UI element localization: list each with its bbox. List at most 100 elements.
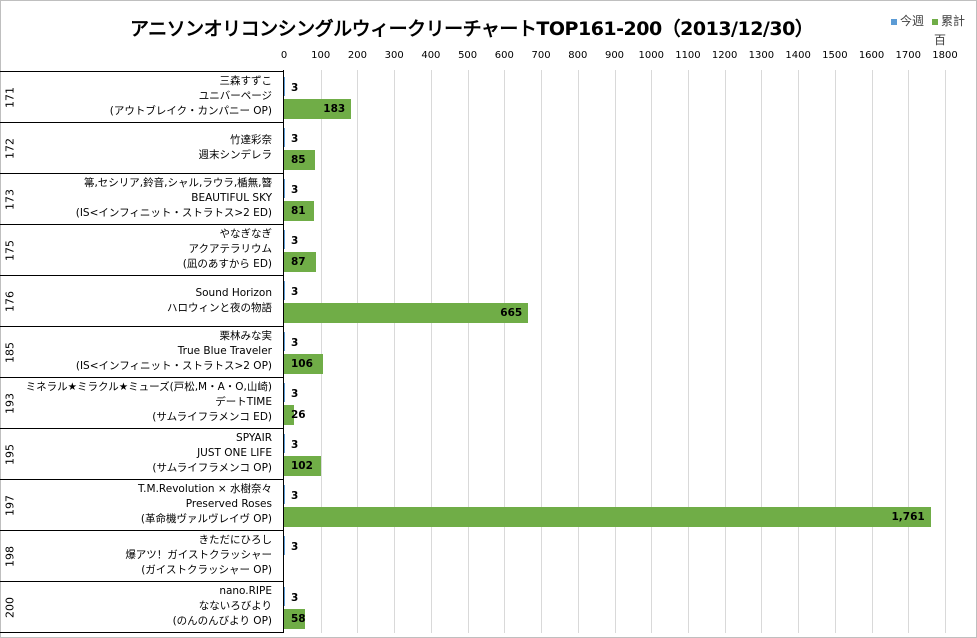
category-divider: [0, 530, 283, 531]
category-label-line: JUST ONE LIFE: [197, 447, 272, 459]
category-label: SPYAIR JUST ONE LIFE (サムライフラメンコ OP): [2, 431, 272, 476]
legend-label: 今週: [900, 14, 925, 28]
gridline: [724, 70, 726, 633]
bar-cumulative: [284, 507, 931, 527]
category-label-line: Sound Horizon: [195, 286, 272, 299]
gridline: [504, 70, 506, 633]
category-label-line: (サムライフラメンコ OP): [152, 462, 272, 474]
x-tick-label: 1500: [822, 50, 848, 61]
gridline: [798, 70, 800, 633]
legend-label: 累計: [941, 14, 966, 28]
category-label: nano.RIPE なないろびより (のんのんびより OP): [2, 584, 272, 629]
bar-this-week: [284, 281, 286, 300]
data-label-this-week: 3: [291, 592, 299, 604]
data-label-cumulative: 106: [291, 358, 313, 370]
bar-this-week: [284, 383, 286, 402]
category-label-line: BEAUTIFUL SKY: [191, 192, 272, 204]
data-label-this-week: 3: [291, 82, 299, 94]
x-tick-label: 800: [568, 50, 588, 61]
category-label-line: きただにひろし: [198, 534, 273, 546]
category-label-line: デートTIME: [215, 396, 272, 408]
category-label-line: Preserved Roses: [185, 498, 272, 510]
category-label-line: 週末シンデレラ: [198, 148, 273, 161]
gridline: [541, 70, 543, 633]
x-tick-label: 1700: [895, 50, 921, 61]
category-label-line: 栗林みな実: [219, 330, 273, 342]
gridline: [430, 70, 432, 633]
category-label-line: SPYAIR: [236, 432, 272, 444]
category-label: T.M.Revolution × 水樹奈々 Preserved Roses (革命機…: [2, 482, 272, 527]
bar-this-week: [284, 587, 286, 606]
gridline: [320, 70, 322, 633]
category-label-line: アクアテラリウム: [188, 243, 272, 255]
x-tick-label: 1200: [711, 50, 738, 61]
category-divider: [0, 479, 283, 480]
data-label-cumulative: 81: [291, 205, 306, 217]
category-label: きただにひろし 爆アツ！ガイストクラッシャー (ガイストクラッシャー OP): [2, 533, 272, 578]
bar-this-week: [284, 536, 286, 555]
bar-cumulative: [284, 405, 294, 425]
bar-cumulative: [284, 252, 316, 272]
gridline: [614, 70, 616, 633]
x-tick-label: 1800: [932, 50, 958, 61]
category-divider: [0, 428, 283, 429]
data-label-this-week: 3: [291, 388, 299, 400]
data-label-cumulative: 85: [291, 154, 306, 166]
data-label-cumulative: 1,761: [891, 511, 925, 523]
category-label-line: ミネラル★ミラクル★ミューズ(戸松,M・A・O,山崎): [25, 381, 272, 393]
x-tick-label: 100: [311, 50, 331, 61]
category-label-line: (革命機ヴァルヴレイヴ OP): [140, 513, 272, 525]
x-tick-label: 200: [347, 50, 367, 61]
category-label: 栗林みな実 True Blue Traveler (IS<インフィニット・ストラトス…: [2, 329, 272, 374]
category-label-line: ユニバーページ: [198, 90, 272, 102]
bar-cumulative: [284, 150, 316, 170]
gridline: [651, 70, 653, 633]
data-label-this-week: 3: [291, 337, 299, 349]
bar-cumulative: [284, 456, 322, 476]
category-divider: [0, 275, 283, 276]
x-tick-label: 1600: [858, 50, 885, 61]
bar-this-week: [284, 434, 286, 453]
x-tick-label: 0: [280, 50, 288, 61]
category-label-line: なないろびより: [198, 600, 272, 612]
category-label-line: T.M.Revolution × 水樹奈々: [138, 483, 272, 495]
category-label: やなぎなぎ アクアテラリウム (凪のあすから ED): [2, 227, 272, 272]
data-label-this-week: 3: [291, 439, 299, 451]
bar-this-week: [284, 128, 286, 147]
category-label-line: (凪のあすから ED): [182, 258, 272, 270]
category-label-line: (のんのんびより OP): [172, 615, 272, 627]
category-label: Sound Horizon ハロウィンと夜の物語: [2, 286, 272, 316]
bar-cumulative: [284, 99, 352, 119]
x-tick-label: 600: [494, 50, 514, 61]
category-divider: [0, 326, 283, 327]
data-label-cumulative: 26: [291, 409, 306, 421]
bar-this-week: [284, 179, 286, 198]
category-label: 竹達彩奈 週末シンデレラ: [2, 133, 273, 163]
data-label-this-week: 3: [291, 490, 299, 502]
bar-this-week: [284, 332, 286, 351]
category-divider: [0, 581, 283, 582]
data-label-cumulative: 102: [291, 460, 313, 472]
gridline: [761, 70, 763, 633]
gridline: [577, 70, 579, 633]
value-axis-baseline: [283, 70, 284, 633]
category-label-line: (IS<インフィニット・ストラトス>2 ED): [75, 207, 272, 219]
x-tick-label: 900: [604, 50, 625, 61]
chart-title: アニソンオリコンシングルウィークリーチャートTOP161-200（2013/12…: [130, 18, 814, 40]
gridline: [908, 70, 910, 633]
legend-swatch-cumulative: [932, 18, 938, 25]
category-divider: [0, 173, 283, 174]
bar-cumulative: [284, 303, 529, 323]
gridline: [834, 70, 836, 633]
data-label-this-week: 3: [291, 133, 299, 145]
category-label: ミネラル★ミラクル★ミューズ(戸松,M・A・O,山崎) デートTIME (サムライフ…: [2, 380, 272, 425]
category-label-line: (IS<インフィニット・ストラトス>2 OP): [75, 360, 272, 372]
data-label-cumulative: 183: [323, 103, 346, 115]
x-tick-label: 400: [421, 50, 441, 61]
gridline: [871, 70, 873, 633]
category-label-line: (ガイストクラッシャー OP): [141, 564, 272, 576]
data-label-this-week: 3: [291, 286, 299, 298]
x-tick-label: 300: [384, 50, 404, 61]
category-label-line: (サムライフラメンコ ED): [152, 411, 272, 423]
data-label-cumulative: 58: [291, 613, 306, 625]
